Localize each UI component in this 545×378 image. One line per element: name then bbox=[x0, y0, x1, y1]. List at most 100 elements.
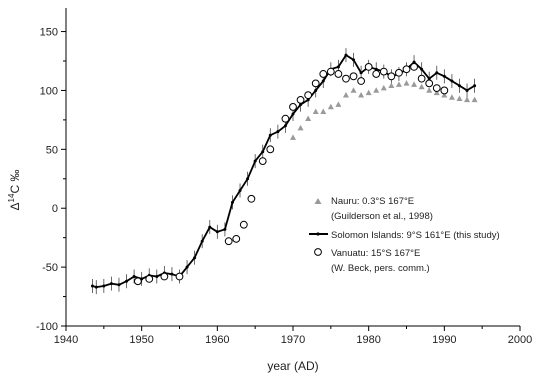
nauru-point bbox=[312, 108, 319, 114]
series-layer bbox=[90, 48, 478, 295]
solomon-point bbox=[291, 112, 295, 116]
vanuatu-point bbox=[160, 272, 169, 281]
solomon-point bbox=[215, 230, 219, 234]
legend: Nauru: 0.3°S 167°E (Guilderson et al., 1… bbox=[309, 196, 500, 274]
x-tick-label: 1960 bbox=[205, 334, 229, 346]
solomon-point bbox=[185, 265, 189, 269]
nauru-point bbox=[471, 96, 478, 103]
solomon-point bbox=[359, 71, 363, 75]
vanuatu-point bbox=[175, 272, 184, 281]
solomon-point bbox=[208, 225, 212, 229]
y-tick-label: 0 bbox=[52, 203, 58, 215]
solomon-point bbox=[276, 130, 280, 134]
solomon-point bbox=[170, 272, 174, 276]
vanuatu-point bbox=[232, 234, 241, 243]
solomon-point bbox=[238, 189, 242, 193]
nauru-point bbox=[418, 83, 425, 90]
solomon-point bbox=[193, 256, 197, 260]
vanuatu-point bbox=[372, 70, 381, 78]
solomon-point bbox=[200, 239, 204, 243]
vanuatu-point bbox=[357, 77, 366, 85]
nauru-point bbox=[305, 115, 312, 122]
nauru-point bbox=[403, 80, 410, 86]
legend-vanuatu-line1: Vanuatu: 15°S 167°E bbox=[331, 248, 420, 259]
legend-marker-nauru bbox=[314, 198, 322, 204]
x-tick-label: 1970 bbox=[281, 334, 305, 346]
solomon-point bbox=[457, 84, 461, 88]
nauru-point bbox=[373, 87, 380, 93]
nauru-point bbox=[388, 82, 395, 89]
nauru-point bbox=[448, 94, 455, 100]
nauru-point bbox=[342, 91, 349, 98]
nauru-point bbox=[358, 91, 365, 98]
vanuatu-point bbox=[258, 157, 267, 166]
solomon-point bbox=[306, 98, 310, 102]
nauru-point bbox=[290, 134, 296, 140]
nauru-point bbox=[433, 89, 440, 96]
nauru-point bbox=[365, 89, 372, 96]
vanuatu-point bbox=[440, 86, 449, 95]
vanuatu-point bbox=[296, 95, 305, 104]
vanuatu-point bbox=[402, 65, 411, 74]
y-tick-label: -50 bbox=[42, 262, 58, 274]
vanuatu-point bbox=[326, 67, 335, 76]
solomon-point bbox=[223, 227, 227, 231]
x-axis-title: year (AD) bbox=[267, 359, 318, 373]
vanuatu-point bbox=[224, 237, 233, 246]
solomon-point bbox=[132, 275, 136, 279]
y-axis-title-rest: C ‰ bbox=[8, 170, 22, 194]
vanuatu-point bbox=[133, 277, 142, 286]
solomon-point bbox=[344, 53, 348, 57]
solomon-point bbox=[314, 88, 318, 92]
solomon-point bbox=[420, 67, 424, 71]
nauru-point bbox=[320, 108, 327, 114]
vanuatu-point bbox=[395, 68, 403, 77]
x-ticks: 1940 1950 1960 1970 1980 1990 2000 bbox=[54, 326, 532, 346]
vanuatu-point bbox=[319, 70, 328, 78]
solomon-point bbox=[117, 283, 121, 287]
vanuatu-point bbox=[342, 74, 350, 83]
solomon-point bbox=[442, 74, 446, 78]
solomon-point bbox=[155, 275, 159, 279]
solomon-point bbox=[473, 84, 477, 88]
nauru-point bbox=[464, 96, 471, 103]
solomon-point bbox=[102, 284, 106, 288]
solomon-point bbox=[246, 177, 250, 181]
y-ticks: -100 -50 0 50 100 150 bbox=[36, 27, 66, 333]
solomon-point bbox=[465, 88, 469, 92]
solomon-point bbox=[412, 60, 416, 64]
x-tick-label: 2000 bbox=[508, 334, 532, 346]
solomon-point bbox=[109, 282, 113, 286]
y-tick-label: 150 bbox=[40, 27, 58, 39]
vanuatu-point bbox=[364, 62, 373, 71]
vanuatu-point bbox=[432, 84, 441, 92]
y-axis-title-main: Δ bbox=[8, 202, 22, 210]
vanuatu-point bbox=[281, 114, 290, 123]
solomon-point bbox=[230, 200, 234, 204]
solomon-point bbox=[283, 124, 287, 128]
solomon-point bbox=[253, 159, 257, 163]
nauru-point bbox=[380, 84, 387, 91]
legend-marker-solomon-dot bbox=[316, 232, 320, 236]
nauru-point bbox=[350, 87, 357, 93]
solomon-point bbox=[374, 67, 378, 71]
legend-nauru-line2: (Guilderson et al., 1998) bbox=[331, 211, 433, 222]
nauru-point bbox=[426, 87, 433, 93]
solomon-point bbox=[268, 133, 272, 137]
solomon-point bbox=[435, 71, 439, 75]
nauru-point bbox=[441, 91, 448, 98]
x-tick-label: 1940 bbox=[54, 334, 78, 346]
x-tick-label: 1990 bbox=[432, 334, 456, 346]
nauru-point bbox=[335, 101, 342, 107]
solomon-point bbox=[352, 58, 356, 62]
y-axis-title-sup: 14 bbox=[7, 193, 16, 202]
nauru-point bbox=[411, 81, 418, 87]
nauru-point bbox=[456, 95, 463, 101]
legend-solomon: Solomon Islands: 9°S 161°E (this study) bbox=[331, 230, 500, 241]
nauru-point bbox=[327, 103, 334, 110]
solomon-point bbox=[90, 284, 94, 288]
vanuatu-point bbox=[425, 79, 434, 88]
vanuatu-point bbox=[387, 72, 396, 81]
nauru-point bbox=[297, 124, 304, 131]
